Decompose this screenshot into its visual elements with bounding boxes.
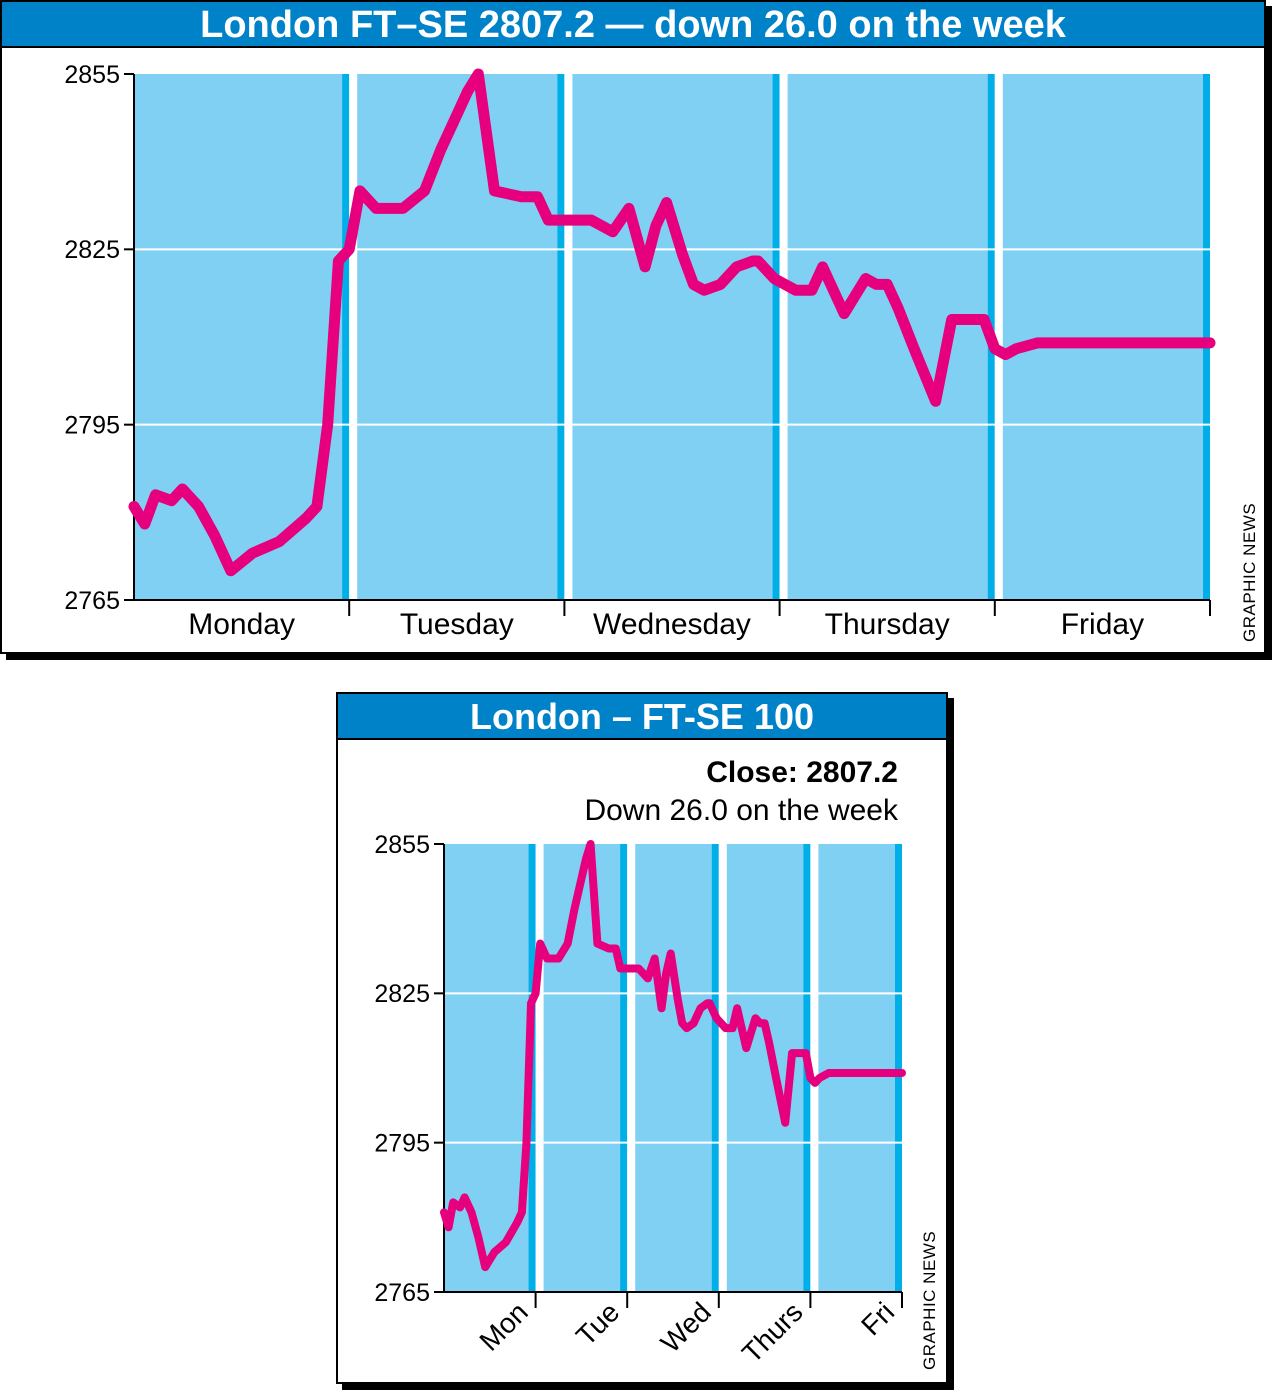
day-section-0 (444, 844, 536, 1292)
day-section-2 (627, 844, 719, 1292)
day-divider-1 (620, 844, 628, 1292)
series-line (440, 840, 906, 1272)
x-tick-label-3: Thurs (736, 1296, 809, 1369)
day-divider-4 (895, 844, 902, 1292)
x-tick-label-1: Tue (570, 1296, 625, 1351)
y-tick-label-1: 2825 (64, 236, 120, 264)
day-section-0 (134, 74, 350, 600)
week-change-label: Down 26.0 on the week (584, 794, 898, 827)
day-gap-3 (779, 74, 788, 600)
y-tick-label-3: 2765 (374, 1279, 430, 1307)
day-gap-1 (535, 844, 544, 1292)
big-chart-title: London FT–SE 2807.2 — down 26.0 on the w… (2, 2, 1264, 48)
day-section-3 (718, 844, 811, 1292)
day-divider-2 (772, 74, 780, 600)
small-chart-credit: GRAPHIC NEWS (920, 1230, 939, 1370)
x-tick-label-0: Mon (473, 1296, 533, 1356)
y-tick-label-0: 2855 (374, 831, 430, 859)
close-value-label: Close: 2807.2 (706, 756, 898, 789)
x-tick-label-4: Fri (855, 1296, 900, 1341)
big-chart-panel: London FT–SE 2807.2 — down 26.0 on the w… (0, 0, 1266, 654)
x-tick-label-1: Tuesday (400, 608, 514, 641)
day-section-4 (810, 844, 902, 1292)
day-gap-3 (718, 844, 727, 1292)
day-divider-1 (557, 74, 565, 600)
x-tick-label-3: Thursday (825, 608, 950, 641)
day-gap-2 (627, 844, 636, 1292)
big-chart-svg: 2855 2825 2795 2765 Monday Tuesday Wednesday Th… (64, 61, 1216, 641)
x-tick-label-4: Friday (1061, 608, 1144, 641)
y-tick-label-0: 2855 (64, 61, 120, 89)
series-line (128, 68, 1216, 577)
y-tick-label-2: 2795 (374, 1129, 430, 1157)
y-tick-label-3: 2765 (64, 587, 120, 615)
day-section-4 (994, 74, 1210, 600)
day-gap-1 (349, 74, 358, 600)
day-section-1 (349, 74, 565, 600)
day-section-3 (779, 74, 995, 600)
day-gap-4 (810, 844, 819, 1292)
small-chart-title: London – FT-SE 100 (338, 694, 946, 740)
small-chart-svg: 2855 2825 2795 2765 Mon Tue Wed Thurs Fri (374, 831, 906, 1369)
small-chart-panel: London – FT-SE 100 Close: 2807.2 Down 26… (336, 692, 948, 1384)
x-tick-label-2: Wed (655, 1296, 717, 1358)
y-tick-label-2: 2795 (64, 411, 120, 439)
x-tick-label-0: Monday (188, 608, 295, 641)
day-gap-2 (564, 74, 573, 600)
x-tick-label-2: Wednesday (593, 608, 751, 641)
y-tick-label-1: 2825 (374, 980, 430, 1008)
day-divider-4 (1203, 74, 1210, 600)
day-divider-0 (342, 74, 350, 600)
big-chart-credit: GRAPHIC NEWS (1240, 502, 1259, 642)
day-section-1 (535, 844, 628, 1292)
day-divider-2 (711, 844, 719, 1292)
day-section-2 (564, 74, 780, 600)
day-gap-4 (994, 74, 1003, 600)
